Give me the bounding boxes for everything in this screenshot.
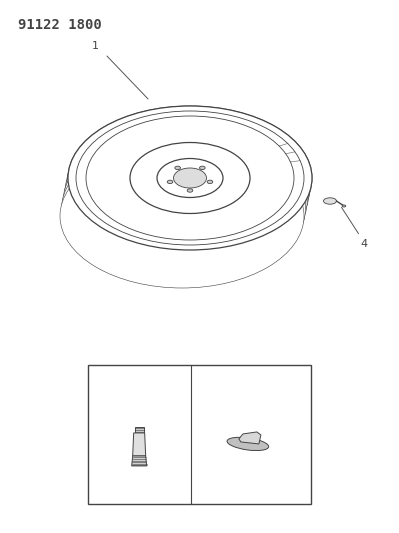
Ellipse shape — [324, 198, 336, 204]
Ellipse shape — [60, 144, 304, 288]
Bar — [135, 427, 144, 433]
Polygon shape — [133, 433, 146, 456]
Bar — [88, 365, 311, 504]
Ellipse shape — [167, 180, 173, 183]
Ellipse shape — [342, 205, 346, 207]
Ellipse shape — [207, 180, 213, 183]
Ellipse shape — [63, 129, 307, 273]
Ellipse shape — [157, 158, 223, 198]
Ellipse shape — [86, 116, 294, 240]
Text: 4: 4 — [360, 239, 367, 249]
Polygon shape — [132, 456, 147, 466]
Ellipse shape — [174, 168, 207, 188]
Text: 2: 2 — [265, 409, 273, 419]
Ellipse shape — [65, 121, 309, 265]
Ellipse shape — [187, 189, 193, 192]
Ellipse shape — [68, 106, 312, 250]
Ellipse shape — [61, 136, 306, 280]
Polygon shape — [239, 432, 261, 444]
Ellipse shape — [76, 111, 304, 245]
Text: 91122 1800: 91122 1800 — [18, 18, 102, 32]
Text: 1: 1 — [91, 41, 99, 51]
Ellipse shape — [66, 114, 310, 257]
Ellipse shape — [68, 106, 312, 250]
Text: 3: 3 — [136, 406, 143, 416]
Ellipse shape — [200, 166, 205, 169]
Ellipse shape — [175, 166, 180, 169]
Ellipse shape — [227, 437, 269, 450]
Ellipse shape — [130, 142, 250, 214]
